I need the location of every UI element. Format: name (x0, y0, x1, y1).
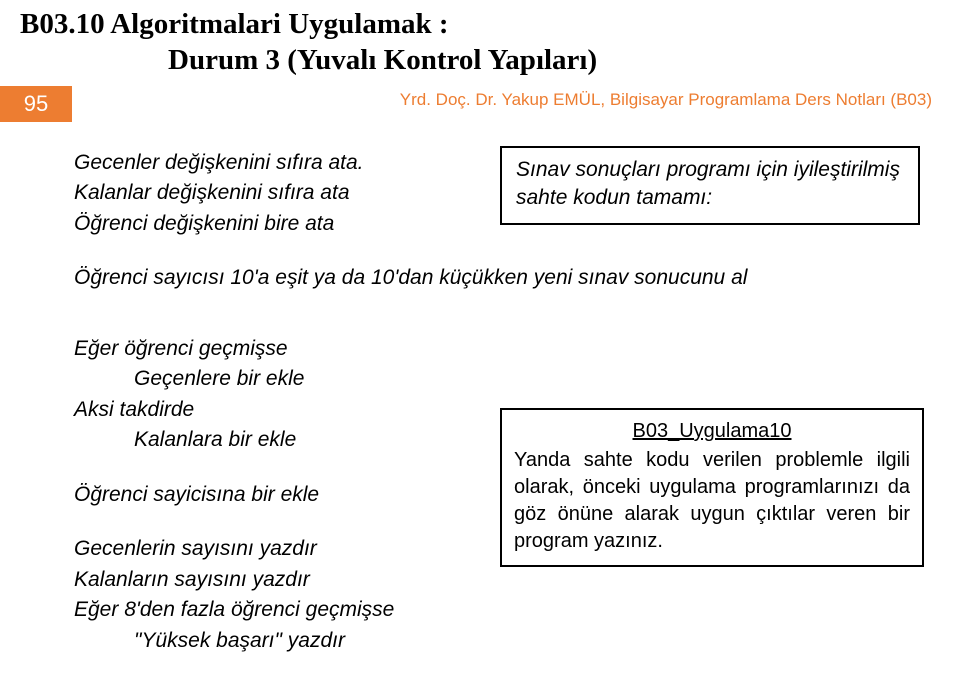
author-credit: Yrd. Doç. Dr. Yakup EMÜL, Bilgisayar Pro… (400, 90, 932, 110)
spacer (74, 456, 474, 480)
slide-page: B03.10 Algoritmalari Uygulamak : Durum 3… (0, 0, 960, 687)
pseudocode-line: Gecenler değişkenini sıfıra ata. (74, 148, 454, 178)
spacer (74, 510, 474, 534)
pseudocode-line: Eğer 8'den fazla öğrenci geçmişse (74, 595, 474, 625)
pseudocode-line: Öğrenci değişkenini bire ata (74, 209, 454, 239)
pseudocode-line: Geçenlere bir ekle (74, 364, 474, 394)
exercise-body: Yanda sahte kodu verilen problemle ilgil… (514, 447, 910, 555)
page-number-badge: 95 (0, 86, 72, 122)
pseudocode-line: Kalanlar değişkenini sıfıra ata (74, 178, 454, 208)
pseudocode-line: Eğer öğrenci geçmişse (74, 334, 474, 364)
pseudocode-body-block: Eğer öğrenci geçmişse Geçenlere bir ekle… (74, 334, 474, 656)
pseudocode-line: Kalanlara bir ekle (74, 425, 474, 455)
pseudocode-init-block: Gecenler değişkenini sıfıra ata. Kalanla… (74, 148, 454, 239)
exercise-box: B03_Uygulama10 Yanda sahte kodu verilen … (500, 408, 924, 567)
title-line-1: B03.10 Algoritmalari Uygulamak : (20, 6, 597, 42)
slide-title: B03.10 Algoritmalari Uygulamak : Durum 3… (20, 6, 597, 79)
description-line: sahte kodun tamamı: (516, 184, 904, 212)
pseudocode-line: Aksi takdirde (74, 395, 474, 425)
pseudocode-line: Gecenlerin sayısını yazdır (74, 534, 474, 564)
title-line-2: Durum 3 (Yuvalı Kontrol Yapıları) (20, 42, 597, 78)
description-line: Sınav sonuçları programı için iyileştiri… (516, 156, 904, 184)
pseudocode-loop-line: Öğrenci sayıcısı 10'a eşit ya da 10'dan … (74, 264, 924, 292)
pseudocode-line: "Yüksek başarı" yazdır (74, 626, 474, 656)
pseudocode-line: Kalanların sayısını yazdır (74, 565, 474, 595)
pseudocode-line: Öğrenci sayicisına bir ekle (74, 480, 474, 510)
exercise-title: B03_Uygulama10 (514, 418, 910, 445)
description-box: Sınav sonuçları programı için iyileştiri… (500, 146, 920, 225)
